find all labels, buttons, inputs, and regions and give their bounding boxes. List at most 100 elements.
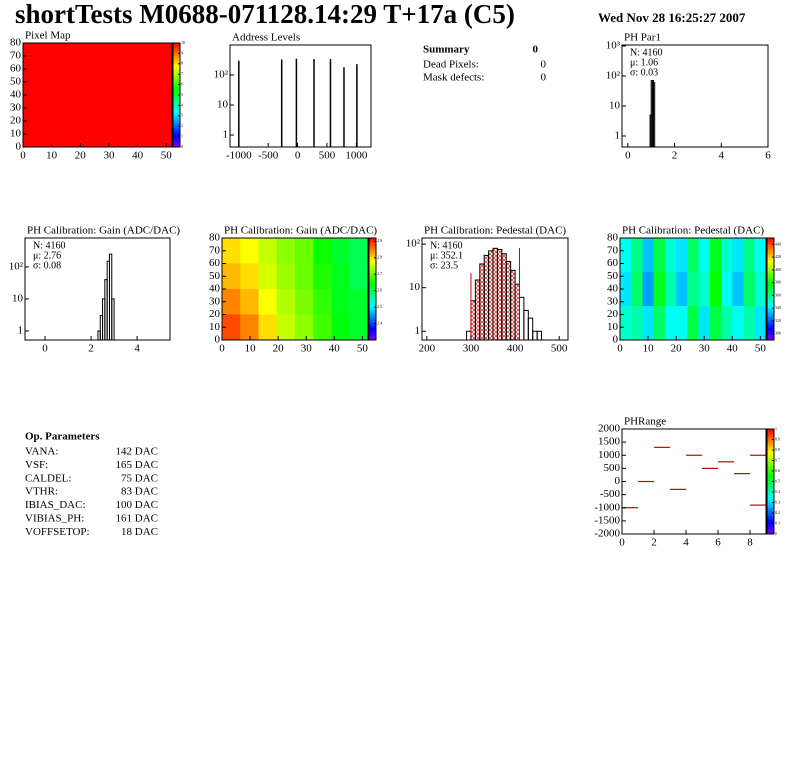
z-tick-label: 2.4	[377, 320, 382, 325]
summary-label: Dead Pixels:	[423, 59, 479, 71]
color-step	[173, 86, 180, 90]
y-tick-label: 70	[10, 50, 22, 62]
stats-entry: σ: 0.08	[33, 260, 61, 271]
color-step	[369, 303, 376, 306]
color-step	[767, 466, 774, 470]
date: Wed Nov 28 16:25:27 2007	[598, 10, 746, 25]
x-tick-label: 0	[295, 150, 301, 162]
color-step	[173, 140, 180, 144]
stats-entry: μ: 2.76	[33, 250, 61, 261]
color-step	[767, 307, 774, 310]
color-step	[369, 272, 376, 276]
x-tick-label: 20	[671, 343, 683, 355]
stats-entry: μ: 1.06	[630, 57, 658, 68]
panel: PH Calibration: Pedestal (DAC)0 10 20 30 40 5…	[607, 225, 781, 355]
heat-cell	[313, 289, 332, 315]
x-tick-label: 50	[755, 343, 767, 355]
color-step	[173, 55, 180, 58]
heat-cell	[295, 263, 314, 290]
color-step	[369, 323, 376, 327]
x-tick-label: 20	[273, 343, 285, 355]
heat-cell	[258, 289, 278, 315]
color-bar: 0 1 2 3 4 5 6 7 8 9 10	[172, 40, 185, 149]
heat-cell	[620, 272, 632, 307]
heat-cell	[331, 263, 351, 290]
z-tick-label: 2.6	[377, 288, 382, 293]
y-tick-label: 0	[613, 334, 619, 346]
color-step	[369, 282, 376, 286]
x-tick-label: 0	[42, 343, 48, 355]
heat-cell	[276, 314, 296, 341]
x-tick-label: 0	[20, 150, 26, 162]
panel-title: PH Calibration: Pedestal (DAC)	[424, 225, 566, 237]
y-tick-label: 0	[215, 334, 221, 346]
heat-cell	[313, 238, 332, 264]
color-step	[369, 258, 376, 261]
y-tick-label: -500	[600, 488, 621, 500]
color-step	[767, 250, 774, 253]
color-step	[767, 238, 774, 241]
color-bar: 0 0.1 0.2 0.3 0.4 0.5 0.6 0.7 0.8 0.9 1	[766, 426, 780, 536]
color-step	[767, 519, 774, 522]
color-step	[173, 136, 180, 139]
color-step	[767, 303, 774, 306]
z-tick-label: 320	[775, 318, 781, 323]
x-tick-label: 40	[727, 343, 739, 355]
summary-value: 0	[541, 59, 547, 71]
heat-cell	[97, 43, 173, 96]
heat-cell	[258, 263, 278, 290]
z-tick-label: 2	[181, 123, 183, 128]
param-name: VOFFSETOP:	[25, 526, 90, 538]
color-step	[767, 284, 774, 288]
color-step	[173, 88, 180, 92]
y-tick-label: 40	[10, 89, 22, 101]
z-tick-label: 0.1	[775, 520, 780, 525]
color-step	[369, 248, 376, 251]
histogram-bin	[492, 247, 498, 341]
color-step	[369, 325, 376, 329]
z-tick-label: 2.8	[377, 255, 382, 260]
color-step	[767, 258, 774, 261]
histogram-bin	[510, 269, 516, 341]
color-step	[767, 498, 774, 501]
color-step	[767, 252, 774, 255]
x-tick-label: 1000	[345, 150, 368, 162]
heat-cell	[653, 238, 666, 273]
z-tick-label: 5	[181, 92, 183, 97]
heat-cell	[331, 238, 351, 264]
color-bar: 2.4 2.5 2.6 2.7 2.8 2.9	[368, 237, 382, 341]
heat-cell	[295, 314, 314, 341]
summary-value: 0	[541, 72, 547, 84]
color-step	[369, 337, 376, 341]
heat-cell	[664, 272, 677, 307]
color-step	[369, 327, 376, 331]
color-step	[369, 307, 376, 310]
heat-cell	[240, 289, 259, 315]
histogram-bin	[474, 279, 481, 341]
color-step	[767, 506, 774, 510]
color-step	[767, 475, 774, 478]
color-step	[369, 321, 376, 324]
color-step	[767, 323, 774, 327]
color-step	[767, 502, 774, 505]
z-tick-label: 0.5	[775, 478, 780, 483]
heat-cell	[698, 306, 711, 341]
z-tick-label: 340	[775, 305, 781, 310]
color-step	[767, 297, 774, 300]
color-step	[767, 254, 774, 257]
color-step	[767, 496, 774, 499]
color-step	[767, 431, 774, 434]
color-bar-frame	[766, 237, 775, 341]
y-tick-label: -1500	[594, 514, 620, 526]
color-step	[767, 443, 774, 447]
y-tick-label: 80	[607, 232, 619, 244]
color-step	[173, 124, 180, 127]
plot-area	[466, 247, 543, 341]
heat-cell	[240, 238, 259, 264]
color-step	[767, 305, 774, 308]
y-tick-label: 1000	[598, 449, 621, 461]
stats-entry: μ: 352.1	[430, 250, 463, 261]
y-tick-label: 80	[10, 37, 22, 49]
z-tick-label: 400	[775, 267, 781, 272]
